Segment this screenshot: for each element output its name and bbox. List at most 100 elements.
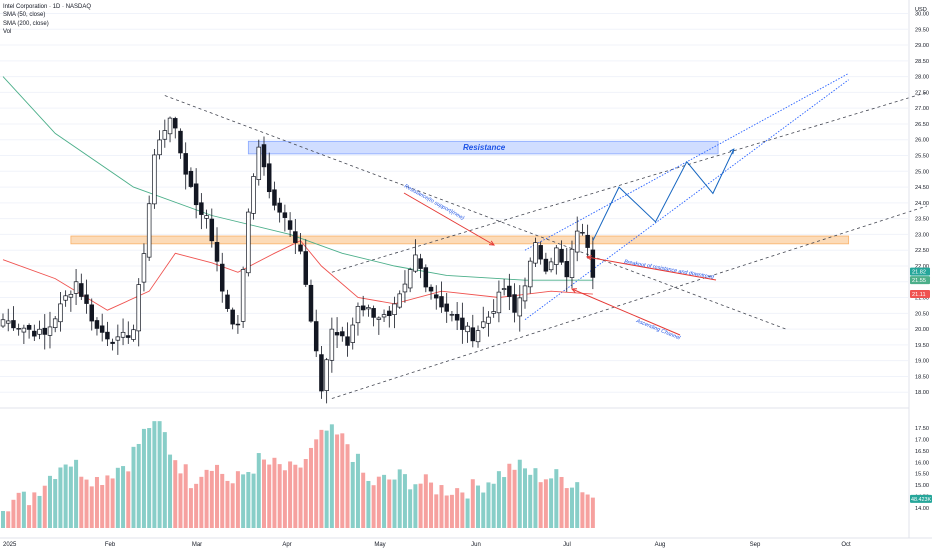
candle	[413, 239, 418, 273]
volume-bar	[282, 470, 287, 528]
legend-vol[interactable]: Vol	[3, 29, 12, 36]
price-tick-label: 24.00	[915, 201, 929, 207]
candle	[308, 279, 314, 323]
time-tick-label: Oct	[841, 542, 851, 548]
candle-down	[188, 170, 194, 187]
volume-bar	[361, 472, 366, 528]
candle	[32, 324, 37, 341]
candle	[5, 308, 11, 332]
candle	[313, 309, 319, 358]
legend-symbol[interactable]: Intel Corporation · 1D · NASDAQ	[3, 4, 92, 10]
volume-bar	[523, 468, 527, 528]
candle	[340, 326, 345, 342]
price-tick-label: 19.50	[915, 343, 929, 349]
volume-bar	[585, 494, 590, 528]
candle-up	[475, 330, 481, 343]
candle	[256, 139, 262, 186]
candle	[423, 264, 429, 293]
candle	[272, 181, 277, 211]
candle-up	[580, 231, 585, 234]
price-tick-label: 22.50	[915, 248, 929, 254]
candle-up	[136, 284, 141, 332]
candle	[120, 318, 126, 346]
volume-bar	[470, 479, 475, 528]
volume-bar	[543, 479, 548, 528]
candle	[387, 306, 392, 328]
volume-bar	[564, 488, 569, 528]
price-tick-label: 20.00	[915, 327, 929, 333]
price-tick-label: 23.50	[915, 217, 929, 223]
candle	[392, 296, 397, 329]
volume-tick-label: 14.00	[915, 506, 929, 512]
candle-up	[407, 269, 413, 289]
candle-up	[381, 314, 387, 318]
candle	[63, 290, 68, 307]
candle-up	[73, 281, 79, 294]
price-label-badge: 21.55	[910, 276, 930, 285]
candle-up	[68, 293, 74, 298]
volume-bar	[476, 485, 481, 528]
candle	[475, 325, 481, 348]
volume-label-bg	[910, 494, 932, 503]
volume-bar	[199, 476, 204, 528]
volume-bar	[575, 482, 580, 528]
candle	[543, 252, 549, 275]
candle-up	[569, 248, 575, 278]
volume-bar	[262, 459, 266, 528]
candle-down	[178, 130, 183, 154]
price-tick-label: 24.50	[915, 185, 929, 191]
time-tick-label: Sep	[750, 542, 761, 548]
arrow-resistance-support	[403, 192, 495, 246]
candle	[334, 317, 340, 348]
ascending-channel-label: Ascending Channel	[634, 318, 681, 342]
volume-bar	[449, 494, 454, 528]
volume-bar	[486, 482, 491, 528]
volume-bar	[569, 487, 574, 528]
candle	[407, 267, 413, 293]
candle-down	[434, 294, 439, 299]
volume-bar	[194, 483, 199, 528]
candle-down	[387, 310, 392, 317]
candle-up	[392, 303, 397, 315]
volume-bar	[53, 479, 58, 528]
volume-bar	[267, 464, 272, 528]
candle-up	[240, 269, 246, 322]
volume-bar	[121, 466, 126, 528]
price-tick-label: 27.50	[915, 90, 929, 96]
candle-down	[287, 220, 293, 230]
candle	[287, 212, 293, 237]
candle	[204, 209, 209, 229]
candle	[136, 278, 141, 347]
candle	[454, 302, 460, 331]
volume-bar	[27, 505, 32, 528]
candle-down	[235, 323, 241, 326]
candle	[126, 321, 131, 344]
volume-bar	[345, 444, 350, 528]
volume-bar	[408, 489, 413, 528]
candle-up	[413, 254, 418, 272]
legend-sma200[interactable]: SMA (200, close)	[3, 20, 49, 27]
volume-bar	[460, 492, 465, 528]
candle-up	[554, 247, 559, 265]
volume-label-badge: 48.423K	[910, 494, 932, 503]
candle	[115, 324, 121, 355]
candle	[366, 304, 371, 317]
volume-bar	[74, 459, 79, 528]
candle	[178, 128, 183, 159]
volume-bar	[559, 476, 564, 528]
volume-bar	[507, 463, 512, 528]
volume-bar	[288, 461, 293, 528]
candle	[293, 218, 298, 254]
gridlines	[0, 12, 908, 393]
legend-sma50[interactable]: SMA (50, close)	[3, 12, 46, 19]
candle-down	[334, 332, 340, 336]
candle	[381, 309, 387, 322]
candle-up	[146, 203, 152, 258]
candle-down	[439, 296, 444, 308]
candle	[538, 241, 543, 265]
candle	[251, 173, 256, 220]
candle-up	[355, 306, 361, 324]
volume-bar	[79, 476, 84, 528]
price-tick-label: 30.00	[915, 11, 929, 17]
